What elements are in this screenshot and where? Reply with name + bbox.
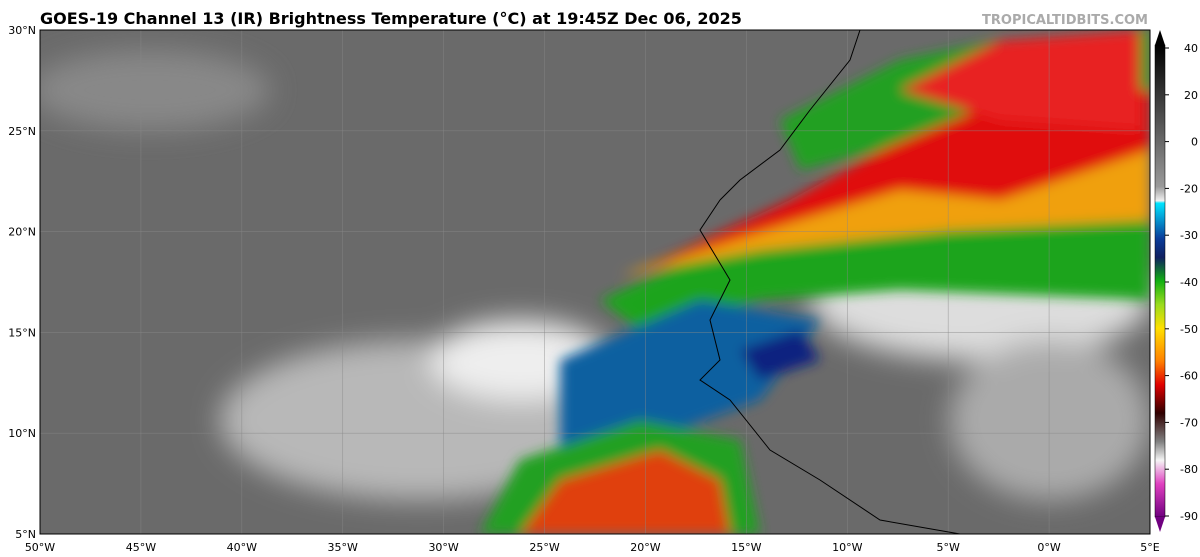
lon-tick-label: 5°W xyxy=(936,541,959,554)
colorbar-tick-label: 0 xyxy=(1191,136,1198,149)
watermark: TROPICALTIDBITS.COM xyxy=(982,13,1148,28)
lon-tick-label: 35°W xyxy=(328,541,358,554)
colorbar-tick-label: -40 xyxy=(1180,276,1198,289)
lat-tick-label: 30°N xyxy=(8,24,36,37)
lat-tick-label: 25°N xyxy=(8,125,36,138)
lon-tick-label: 40°W xyxy=(227,541,257,554)
colorbar-tick-label: 40 xyxy=(1184,42,1198,55)
colorbar-tick-label: -70 xyxy=(1180,416,1198,429)
title: GOES-19 Channel 13 (IR) Brightness Tempe… xyxy=(40,9,742,28)
colorbar-tick-label: -80 xyxy=(1180,463,1198,476)
satellite-image xyxy=(40,30,1150,534)
lon-tick-label: 50°W xyxy=(25,541,55,554)
colorbar-tick-label: -20 xyxy=(1180,182,1198,195)
lon-tick-label: 45°W xyxy=(126,541,156,554)
colorbar xyxy=(1154,44,1166,518)
colorbar-top xyxy=(1155,30,1165,45)
lon-tick-label: 10°W xyxy=(832,541,862,554)
colorbar-tick-label: 20 xyxy=(1184,89,1198,102)
lat-tick-label: 5°N xyxy=(15,528,36,541)
lon-tick-label: 5°E xyxy=(1140,541,1159,554)
lon-tick-label: 0°W xyxy=(1037,541,1060,554)
colorbar-tick-label: -90 xyxy=(1180,510,1198,523)
colorbar-tick-label: -30 xyxy=(1180,229,1198,242)
lon-tick-label: 30°W xyxy=(428,541,458,554)
lat-tick-label: 20°N xyxy=(8,226,36,239)
lon-tick-label: 20°W xyxy=(630,541,660,554)
colorbar-tick-label: -50 xyxy=(1180,323,1198,336)
colorbar-bottom xyxy=(1155,517,1165,532)
lat-tick-label: 10°N xyxy=(8,427,36,440)
colorbar-tick-label: -60 xyxy=(1180,370,1198,383)
lat-tick-label: 15°N xyxy=(8,326,36,339)
coastline xyxy=(699,29,961,535)
map-frame xyxy=(39,29,1151,535)
lon-tick-label: 15°W xyxy=(731,541,761,554)
lon-tick-label: 25°W xyxy=(529,541,559,554)
